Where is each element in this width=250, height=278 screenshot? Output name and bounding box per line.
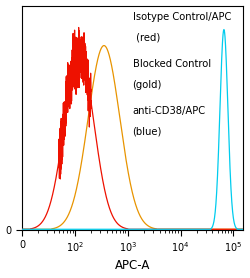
Text: Blocked Control: Blocked Control: [132, 59, 211, 69]
Text: (gold): (gold): [132, 80, 162, 90]
X-axis label: APC-A: APC-A: [115, 259, 150, 272]
Text: Isotype Control/APC: Isotype Control/APC: [132, 12, 231, 22]
Text: (blue): (blue): [132, 126, 162, 136]
Text: anti-CD38/APC: anti-CD38/APC: [132, 106, 206, 116]
Text: (red): (red): [132, 33, 160, 43]
